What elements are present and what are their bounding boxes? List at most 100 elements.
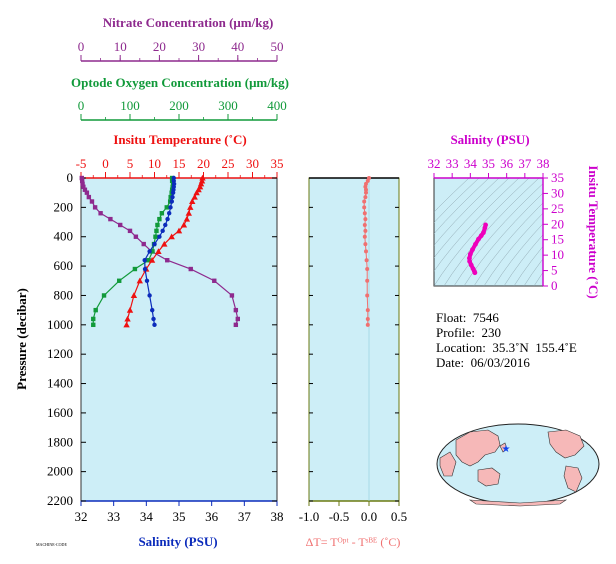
ts-point [467,251,473,257]
map-land-south-america [563,465,583,493]
salinity-point [167,211,172,216]
pressure-tick-label: 1400 [47,376,73,391]
ts-y-tick-label: 5 [551,263,558,278]
delta-axis-label: ΔT= Tᴼᵖᵗ - Tˢᴮᴱ (˚C) [306,535,401,549]
ts-x-tick-label: 34 [464,156,478,171]
temperature-point [148,257,156,263]
nitrate-point [81,184,86,190]
ts-point [468,262,474,268]
profile-info: Float: 7546 Profile: 230 Location: 35.3˚… [436,310,577,370]
nitrate-point [127,228,133,234]
map-land-islands [499,442,508,453]
oxygen-axis-label: Optode Oxygen Concentration (μm/kg) [71,75,289,90]
delta-point [363,228,368,233]
ts-isopycnal [434,178,510,259]
profile-number: Profile: 230 [436,325,501,340]
nitrate-point [188,266,193,272]
ts-isopycnal [453,183,543,286]
map-land-antarctica [468,499,568,507]
temperature-axis: -5 0 5 10 15 20 25 30 35 [76,156,284,179]
nitrate-point [92,205,98,210]
salinity-point [152,241,157,247]
temperature-tick-label: 25 [222,156,235,171]
salinity-point [165,216,170,222]
ts-x-tick-label: 35 [482,156,495,171]
nitrate-point [98,211,103,216]
delta-point [364,187,368,192]
oxygen-point [91,322,96,328]
date: Date: 06/03/2016 [436,355,530,370]
oxygen-point [132,266,138,272]
delta-point [362,205,367,210]
pressure-tick-label: 2000 [47,464,73,479]
temperature-point [161,240,168,247]
nitrate-point [82,187,88,192]
ts-isopycnal [513,246,543,286]
delta-point [362,199,367,204]
ts-x-tick-label: 37 [518,156,532,171]
salinity-point [163,222,168,228]
ts-y-tick-label: 0 [551,278,558,293]
nitrate-point [86,194,92,200]
delta-point [363,242,368,247]
salinity-point [168,205,173,210]
delta-point [364,249,368,254]
salinity-tick-label: 32 [75,509,88,524]
ts-isopycnal [434,178,520,272]
oxygen-tick-label: 400 [267,98,287,113]
temperature-tick-label: 15 [173,156,186,171]
ts-point [478,233,484,239]
temperature-tick-label: 0 [102,156,109,171]
temperature-point [191,193,198,200]
temperature-point [199,174,206,181]
delta-tick-label: 0.0 [361,509,377,524]
nitrate-point [80,181,85,187]
nitrate-tick-label: 0 [78,39,85,54]
pressure-tick-label: 2200 [47,493,73,508]
nitrate-point [79,175,84,181]
oxygen-tick-label: 0 [78,98,85,113]
pressure-tick-label: 1800 [47,434,73,449]
footer-tag: MACHINE-CODE [36,542,67,547]
nitrate-point [108,216,113,222]
temperature-point [136,277,143,284]
salinity-point [150,307,155,313]
delta-point [365,308,370,313]
ts-point [473,241,478,247]
map-land-north-america [547,429,585,459]
ts-x-tick-label: 32 [428,156,441,171]
salinity-tick-label: 35 [173,509,186,524]
salinity-point [142,258,147,263]
ts-isopycnal [473,202,543,286]
oxygen-point [164,205,169,210]
oxygen-point [154,228,159,234]
nitrate-point [233,322,239,328]
delta-point [365,278,370,283]
salinity-tick-label: 34 [140,509,154,524]
nitrate-point [229,293,235,298]
ts-point [467,258,473,264]
profile-series [79,174,488,328]
temperature-point [183,215,191,222]
delta-tick-label: -0.5 [329,509,350,524]
oxygen-tick-label: 200 [169,98,189,113]
delta-point [365,293,370,298]
temperature-tick-label: 5 [127,156,134,171]
delta-point [362,211,367,216]
map-land-africa [439,451,457,477]
ts-isopycnal [483,212,543,286]
oxygen-point [155,222,160,228]
nitrate-point [165,258,170,263]
salinity-tick-label: 38 [271,509,284,524]
nitrate-point [235,316,240,322]
delta-point [363,217,368,222]
salinity-axis: 32 33 34 35 36 37 38 [75,500,284,524]
ts-x-tick-label: 38 [537,156,550,171]
temperature-axis-label: Insitu Temperature (˚C) [113,132,246,147]
ts-isopycnal [463,192,543,286]
oxygen-point [159,211,165,216]
location: Location: 35.3˚N 155.4˚E [436,340,577,355]
salinity-point [157,234,162,239]
ts-isopycnal [533,272,543,286]
